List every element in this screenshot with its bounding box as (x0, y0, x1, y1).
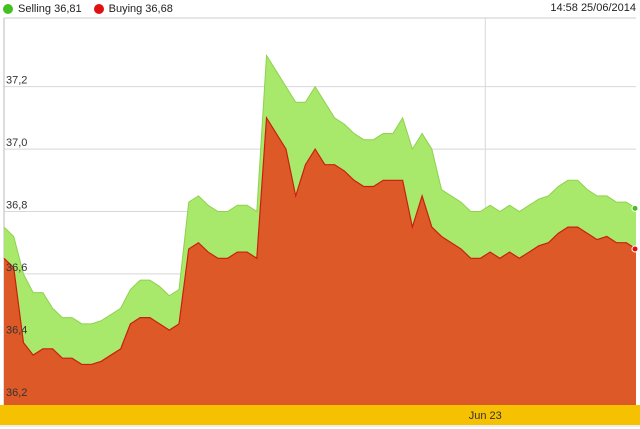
buying-area (4, 117, 636, 406)
legend-marker-buying (93, 4, 104, 14)
y-tick-label: 37,0 (6, 137, 27, 149)
y-tick-label: 36,4 (6, 324, 27, 336)
buying-last-point (631, 245, 639, 253)
y-tick-label: 36,6 (6, 262, 27, 274)
y-tick-label: 37,2 (6, 75, 27, 87)
y-tick-label: 36,2 (6, 387, 27, 399)
y-tick-label: 36,8 (6, 200, 27, 212)
legend-label-selling: Selling 36,81 (18, 3, 82, 15)
x-axis-band (0, 405, 640, 425)
timestamp: 14:58 25/06/2014 (550, 2, 636, 14)
chart-legend: Selling 36,81 Buying 36,68 (3, 1, 185, 17)
buying-line (3, 115, 637, 366)
legend-label-buying: Buying 36,68 (108, 3, 173, 15)
legend-item-buying[interactable]: Buying 36,68 (93, 3, 173, 15)
legend-item-selling[interactable]: Selling 36,81 (3, 3, 82, 15)
legend-marker-selling (3, 4, 13, 14)
selling-line (3, 53, 637, 325)
selling-last-point (631, 204, 639, 212)
x-tick-label: Jun 23 (469, 410, 502, 422)
